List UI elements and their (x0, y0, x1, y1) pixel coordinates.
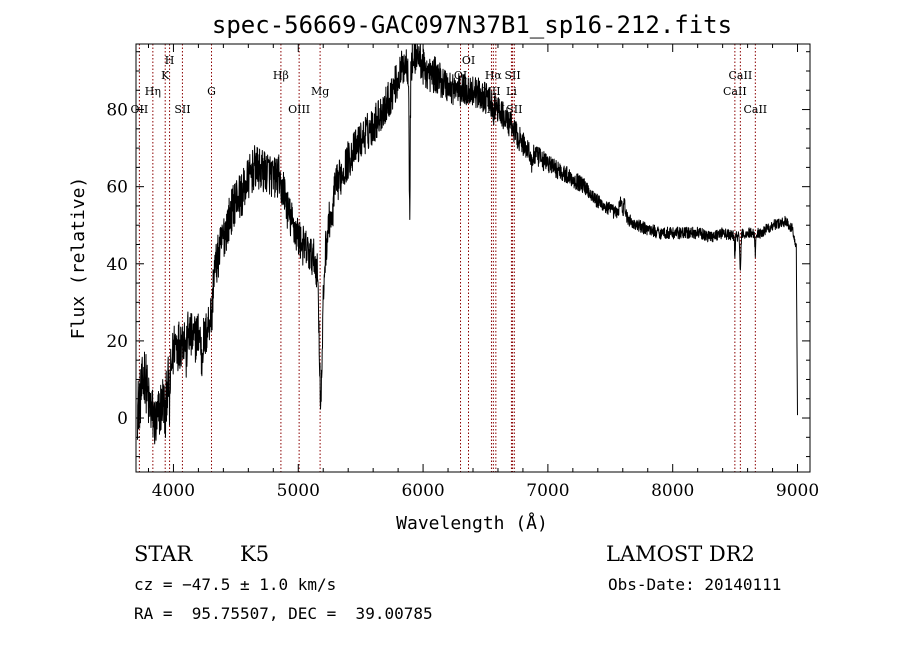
line-label: SII (504, 69, 520, 82)
line-label: CaII (723, 85, 747, 98)
y-tick-label: 20 (106, 332, 128, 352)
x-tick-label: 4000 (152, 481, 195, 501)
x-tick-label: 7000 (526, 481, 569, 501)
line-label: Mg (311, 85, 329, 98)
y-axis-ticks: 0 20 40 60 80 (106, 51, 810, 458)
line-label: SII (174, 103, 190, 116)
plot-frame (135, 43, 811, 473)
line-label: Li (506, 85, 517, 98)
y-tick-label: 80 (106, 101, 128, 121)
y-tick-label: 60 (106, 178, 128, 198)
y-axis-label: Flux (relative) (68, 177, 89, 340)
line-label: Hα (485, 69, 503, 82)
observation-date: Obs-Date: 20140111 (608, 575, 781, 594)
x-axis-label: Wavelength (Å) (396, 512, 548, 534)
line-label: Hβ (273, 69, 289, 82)
spectral-line-markers (138, 44, 756, 472)
coordinates: RA = 95.75507, DEC = 39.00785 (134, 604, 433, 623)
line-label: H (165, 54, 175, 67)
x-tick-label: 6000 (401, 481, 444, 501)
x-tick-label: 5000 (277, 481, 320, 501)
line-label: CaII (743, 103, 767, 116)
line-label: CaII (729, 69, 753, 82)
object-class: STAR (134, 542, 193, 566)
spectrum-line (136, 43, 798, 445)
line-label: K (161, 69, 170, 82)
line-label: G (207, 85, 216, 98)
line-label: OIII (288, 103, 310, 116)
line-label: Hη (145, 85, 161, 98)
x-axis-ticks: 4000 5000 6000 7000 8000 9000 (147, 44, 819, 501)
x-tick-label: 8000 (651, 481, 694, 501)
chart-title: spec-56669-GAC097N37B1_sp16-212.fits (212, 11, 732, 39)
line-label: OI (462, 54, 475, 67)
y-tick-label: 40 (106, 255, 128, 275)
redshift-cz: cz = −47.5 ± 1.0 km/s (134, 575, 336, 594)
x-tick-label: 9000 (776, 481, 819, 501)
survey-name: LAMOST DR2 (606, 542, 755, 566)
object-subclass: K5 (240, 542, 269, 566)
y-tick-label: 0 (117, 409, 128, 429)
